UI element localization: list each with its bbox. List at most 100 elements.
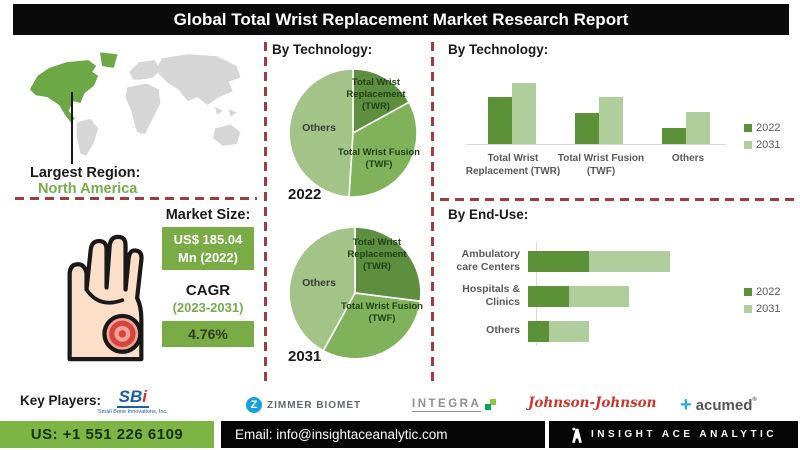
enduse-label-hospitals: Hospitals & Clinics bbox=[462, 282, 520, 308]
enduse-chart-legend: 2022 2031 bbox=[744, 286, 780, 315]
enduse-row-others: Others bbox=[440, 320, 760, 342]
bar-group-twf bbox=[575, 97, 623, 144]
island-shape bbox=[215, 106, 223, 115]
bar-section-header: By Technology: bbox=[448, 42, 549, 57]
enduse-section-header: By End-Use: bbox=[448, 207, 529, 222]
x-axis-label-twr: Total Wrist Replacement (TWR) bbox=[465, 153, 561, 177]
bar-group-twr bbox=[488, 83, 536, 144]
bar-others-2022 bbox=[662, 128, 686, 144]
enduse-label-others: Others bbox=[486, 324, 520, 337]
pie-slice-label-twf: Total Wrist Fusion (TWF) bbox=[338, 147, 420, 170]
pie-year-label-2031: 2031 bbox=[288, 348, 322, 365]
segment-ambulatory-2022 bbox=[528, 250, 589, 272]
pie-year-label-2022: 2022 bbox=[288, 186, 322, 203]
separator-left-horizontal bbox=[15, 197, 257, 200]
asia-shape bbox=[158, 54, 241, 105]
bar-twf-2022 bbox=[575, 113, 599, 144]
zimmer-z-icon: Z bbox=[246, 397, 262, 413]
segment-hospitals-2031 bbox=[569, 285, 629, 307]
logo-zimmer-biomet: Z ZIMMER BIOMET bbox=[246, 397, 361, 413]
pie-slice-label-others: Others bbox=[302, 122, 336, 134]
legend-label-2022: 2022 bbox=[756, 122, 781, 134]
market-size-value-line2: Mn (2022) bbox=[178, 249, 238, 265]
enduse-row-ambulatory: Ambulatory care Centers bbox=[440, 247, 760, 273]
pie-slice-label-twr: Total Wrist Replacement (TWR) bbox=[347, 237, 407, 272]
x-axis-label-twf: Total Wrist Fusion (TWF) bbox=[557, 153, 645, 177]
phone-contact-bar: US: +1 551 226 6109 bbox=[0, 421, 214, 448]
enduse-track-others bbox=[528, 320, 589, 342]
largest-region-value: North America bbox=[38, 181, 138, 197]
technology-pie-2031: Total Wrist Replacement (TWR) Others Tot… bbox=[287, 225, 423, 361]
wrist-pain-icon bbox=[67, 234, 144, 362]
legend-label-2031: 2031 bbox=[756, 303, 781, 315]
technology-chart-legend: 2022 2031 bbox=[744, 122, 780, 151]
legend-swatch-2031 bbox=[744, 141, 752, 149]
cagr-period: (2023-2031) bbox=[172, 300, 244, 315]
acumed-text: acumed bbox=[695, 396, 753, 414]
legend-item-2031: 2031 bbox=[744, 139, 780, 151]
email-contact-bar: Email: info@insightaceanalytic.com bbox=[221, 421, 545, 448]
bar-twf-2031 bbox=[599, 97, 623, 144]
market-size-value-line1: US$ 185.04 bbox=[173, 232, 243, 247]
pie-slice-label-twf: Total Wrist Fusion (TWF) bbox=[341, 301, 423, 324]
north-america-highlight bbox=[29, 60, 99, 123]
enduse-label-ambulatory: Ambulatory care Centers bbox=[456, 247, 520, 273]
legend-item-2022: 2022 bbox=[744, 122, 780, 134]
segment-hospitals-2022 bbox=[528, 285, 569, 307]
x-axis-label-others: Others bbox=[671, 153, 705, 164]
insight-ace-logo-icon bbox=[572, 427, 582, 443]
acumed-plus-icon: + bbox=[680, 394, 692, 416]
legend-swatch-2031 bbox=[744, 305, 752, 313]
sbi-i: i bbox=[142, 387, 148, 406]
pie-slice-label-twr: Total Wrist Replacement (TWR) bbox=[346, 77, 406, 112]
legend-item-2031: 2031 bbox=[744, 303, 780, 315]
legend-swatch-2022 bbox=[744, 124, 752, 132]
registered-mark: ® bbox=[752, 396, 757, 403]
cagr-value-badge: 4.76% bbox=[162, 321, 254, 347]
bar-twr-2022 bbox=[488, 97, 512, 144]
enduse-track-hospitals bbox=[528, 285, 629, 307]
greenland-highlight bbox=[100, 52, 118, 68]
bar-others-2031 bbox=[686, 112, 710, 144]
report-title-bar: Global Total Wrist Replacement Market Re… bbox=[13, 4, 789, 35]
brand-name: INSIGHT ACE ANALYTIC bbox=[590, 429, 778, 440]
world-map bbox=[29, 52, 241, 156]
logo-small-bone-innovations: SBi Small Bone Innovations, Inc. bbox=[98, 388, 168, 415]
pie-section-header: By Technology: bbox=[272, 42, 373, 57]
bar-group-others bbox=[662, 112, 710, 144]
segment-others-2031 bbox=[549, 320, 589, 342]
zimmer-wordmark: ZIMMER BIOMET bbox=[267, 399, 362, 411]
logo-acumed: + acumed® bbox=[680, 395, 757, 415]
legend-swatch-2022 bbox=[744, 288, 752, 296]
africa-shape bbox=[125, 83, 161, 135]
phone-number: US: +1 551 226 6109 bbox=[30, 426, 184, 443]
separator-vertical-1 bbox=[264, 42, 267, 385]
page-title: Global Total Wrist Replacement Market Re… bbox=[173, 9, 629, 29]
sbi-subtext: Small Bone Innovations, Inc. bbox=[98, 409, 168, 415]
market-size-label: Market Size: bbox=[165, 207, 251, 223]
sbi-sb: SB bbox=[118, 387, 143, 406]
logo-integra: INTEGRA bbox=[412, 398, 497, 412]
acumed-wordmark: acumed® bbox=[696, 397, 757, 414]
enduse-row-hospitals: Hospitals & Clinics bbox=[440, 282, 760, 308]
bar-twr-2031 bbox=[512, 83, 536, 144]
segment-others-2022 bbox=[528, 320, 549, 342]
enduse-bar-chart: Ambulatory care Centers Hospitals & Clin… bbox=[440, 230, 760, 355]
cagr-label: CAGR bbox=[185, 282, 231, 299]
technology-column-chart: Total Wrist Replacement (TWR) Total Wris… bbox=[460, 60, 730, 190]
brand-bar: INSIGHT ACE ANALYTIC bbox=[549, 421, 798, 448]
legend-label-2031: 2031 bbox=[756, 139, 781, 151]
pie-slice-label-others: Others bbox=[302, 277, 336, 289]
market-size-badge: US$ 185.04 Mn (2022) bbox=[162, 227, 254, 271]
legend-label-2022: 2022 bbox=[756, 286, 781, 298]
largest-region-label: Largest Region: bbox=[30, 165, 141, 181]
south-america-shape bbox=[76, 118, 99, 156]
integra-icon bbox=[485, 399, 497, 410]
europe-shape bbox=[129, 60, 161, 80]
legend-item-2022: 2022 bbox=[744, 286, 780, 298]
key-players-label: Key Players: bbox=[20, 393, 102, 408]
logo-johnson-and-johnson: Johnson-Johnson bbox=[528, 395, 657, 411]
region-pointer-line bbox=[71, 92, 73, 164]
email-address: Email: info@insightaceanalytic.com bbox=[235, 427, 448, 442]
